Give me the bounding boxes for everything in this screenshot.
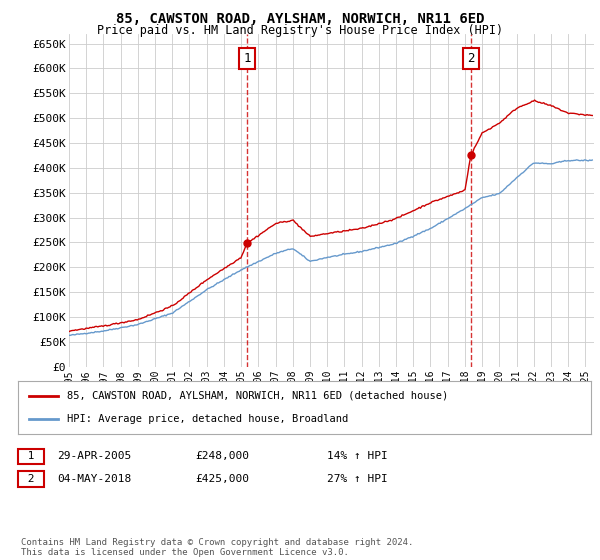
Text: 1: 1 <box>243 52 251 65</box>
Text: Price paid vs. HM Land Registry's House Price Index (HPI): Price paid vs. HM Land Registry's House … <box>97 24 503 37</box>
Text: 2: 2 <box>467 52 475 65</box>
Text: £425,000: £425,000 <box>195 474 249 484</box>
Text: 04-MAY-2018: 04-MAY-2018 <box>57 474 131 484</box>
Text: 1: 1 <box>21 451 41 461</box>
Text: 85, CAWSTON ROAD, AYLSHAM, NORWICH, NR11 6ED (detached house): 85, CAWSTON ROAD, AYLSHAM, NORWICH, NR11… <box>67 391 448 401</box>
Text: 14% ↑ HPI: 14% ↑ HPI <box>327 451 388 461</box>
Text: 85, CAWSTON ROAD, AYLSHAM, NORWICH, NR11 6ED: 85, CAWSTON ROAD, AYLSHAM, NORWICH, NR11… <box>116 12 484 26</box>
Text: HPI: Average price, detached house, Broadland: HPI: Average price, detached house, Broa… <box>67 414 348 424</box>
Text: 2: 2 <box>21 474 41 484</box>
Text: 27% ↑ HPI: 27% ↑ HPI <box>327 474 388 484</box>
Text: Contains HM Land Registry data © Crown copyright and database right 2024.
This d: Contains HM Land Registry data © Crown c… <box>21 538 413 557</box>
Text: £248,000: £248,000 <box>195 451 249 461</box>
Text: 29-APR-2005: 29-APR-2005 <box>57 451 131 461</box>
